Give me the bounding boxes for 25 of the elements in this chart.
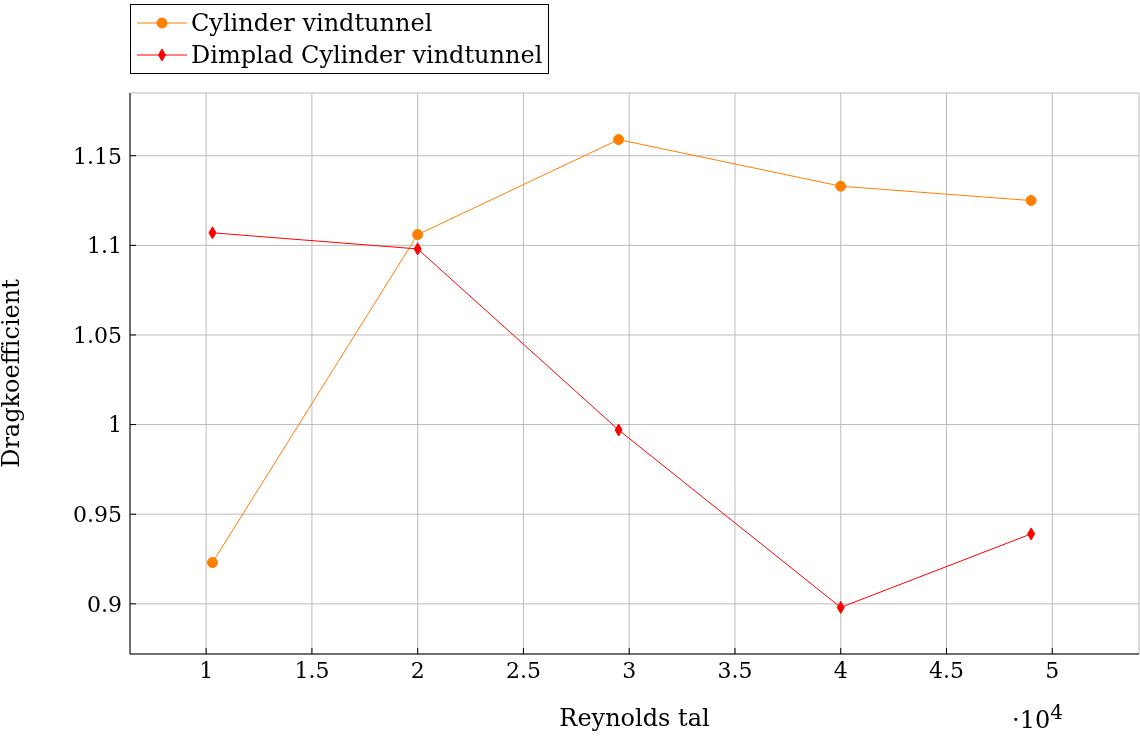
y-tick-label: 1.05 xyxy=(73,322,122,348)
x-tick-label: 4 xyxy=(833,657,848,683)
point xyxy=(412,229,424,241)
x-tick-label: 2 xyxy=(410,657,425,683)
x-tick-label: 2.5 xyxy=(505,657,541,683)
point xyxy=(613,134,625,146)
y-tick-label: 0.95 xyxy=(73,502,122,528)
x-axis-title: Reynolds tal xyxy=(559,704,710,732)
x-tick-label: 3 xyxy=(622,657,637,683)
y-tick-label: 1.15 xyxy=(73,143,122,169)
x-tick-label: 5 xyxy=(1045,657,1060,683)
legend-label: Dimplad Cylinder vindtunnel xyxy=(191,41,543,69)
point xyxy=(835,180,847,192)
x-tick-label: 3.5 xyxy=(717,657,753,683)
y-tick-label: 1.1 xyxy=(87,233,122,259)
point xyxy=(1025,195,1037,207)
text: ·10$^{4}$ xyxy=(1012,700,1063,734)
x-tick-label: 1.5 xyxy=(294,657,330,683)
legend-label: Cylinder vindtunnel xyxy=(191,9,433,37)
point xyxy=(207,557,218,569)
x-tick-label: 1 xyxy=(199,657,214,683)
y-axis-title: Dragkoefficient xyxy=(0,278,25,468)
y-tick-label: 0.9 xyxy=(87,591,122,617)
x-tick-label: 4.5 xyxy=(929,657,965,683)
y-tick-label: 1 xyxy=(108,412,122,438)
